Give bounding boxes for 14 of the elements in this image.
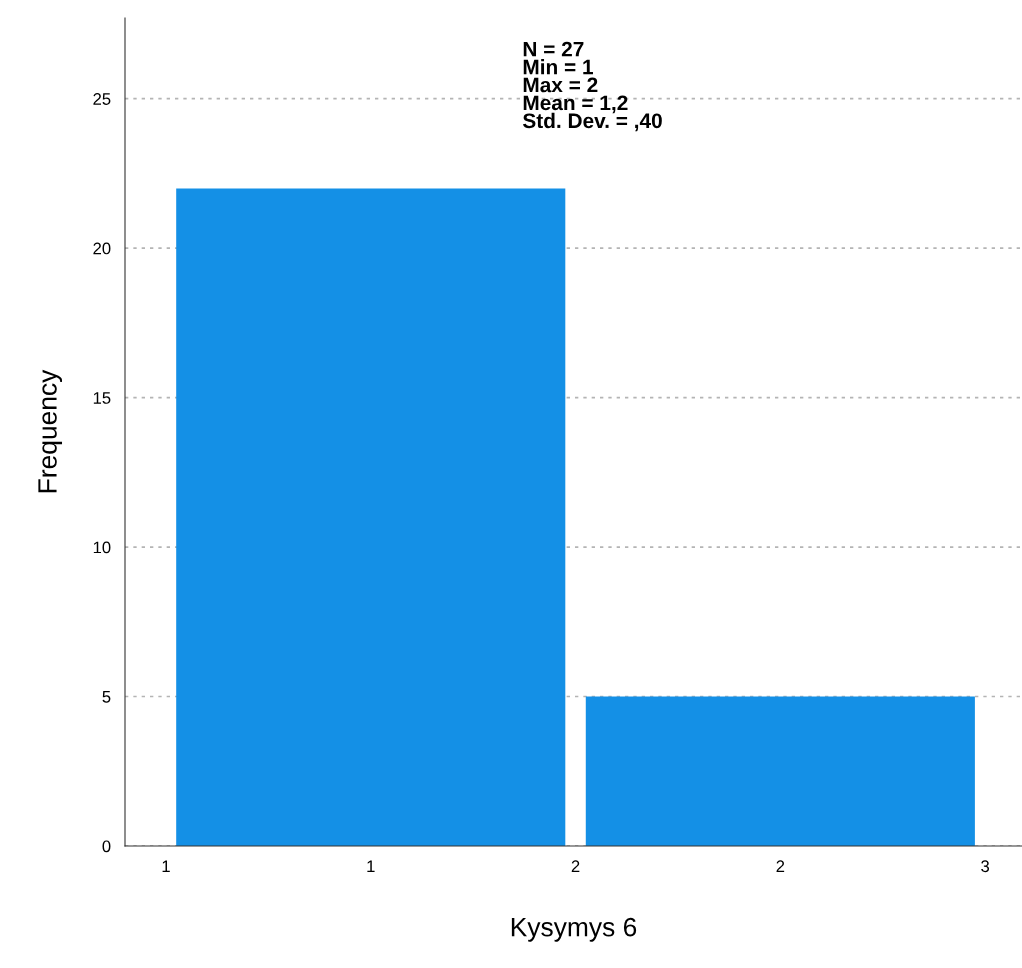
x-tick-label: 2 — [776, 860, 785, 872]
x-axis-title: Kysymys 6 — [511, 917, 637, 942]
x-tick-label: 2 — [571, 860, 580, 872]
x-tick-label: 1 — [162, 860, 170, 872]
y-tick-label: 25 — [93, 93, 111, 105]
y-tick-label: 0 — [102, 840, 111, 853]
y-tick-label: 15 — [93, 392, 111, 404]
x-tick-label: 1 — [367, 860, 375, 872]
y-tick-label: 20 — [93, 242, 111, 255]
y-axis-title: Frequency — [38, 369, 63, 493]
x-tick-label: 3 — [981, 860, 990, 873]
y-tick-label: 10 — [93, 541, 111, 554]
annotation: N = 27 Min = 1 Max = 2 Mean = 1,2 Std. Dev. = ,40 — [522, 41, 662, 132]
y-tick-label: 5 — [102, 691, 111, 703]
